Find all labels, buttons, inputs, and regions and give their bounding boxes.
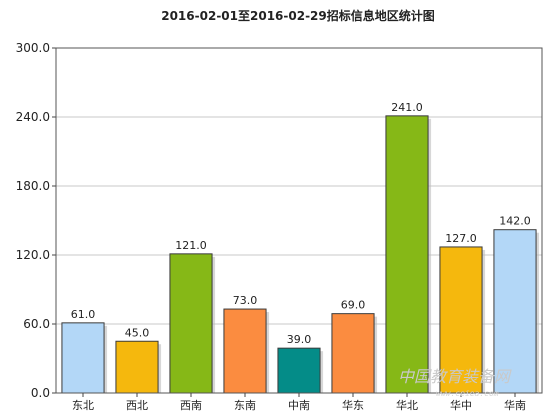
y-tick-label: 60.0	[23, 317, 50, 331]
data-labels: 61.0 45.0 121.0 73.0 39.0 69.0 241.0 127.0 142.0	[71, 101, 531, 346]
bar	[385, 115, 429, 394]
data-label: 241.0	[391, 101, 423, 114]
bar	[277, 347, 321, 394]
data-label: 127.0	[445, 232, 477, 245]
data-label: 45.0	[125, 326, 150, 339]
watermark-text: 中国教育装备网	[398, 367, 512, 386]
y-tick-label: 300.0	[16, 41, 50, 55]
bar	[115, 340, 159, 394]
chart-title: 2016-02-01至2016-02-29招标信息地区统计图	[161, 8, 435, 23]
watermark-subtext: www.ceiea.com	[436, 389, 499, 398]
data-label: 121.0	[175, 239, 207, 252]
data-label: 73.0	[233, 294, 258, 307]
x-tick-label: 西南	[180, 399, 202, 412]
bar	[169, 253, 213, 394]
data-label: 61.0	[71, 308, 96, 321]
y-tick-label: 120.0	[16, 248, 50, 262]
data-label: 142.0	[499, 215, 531, 228]
y-tick-label: 240.0	[16, 110, 50, 124]
bar	[61, 322, 105, 394]
x-tick-label: 西北	[126, 399, 148, 412]
bar	[439, 246, 483, 394]
x-tick-label: 华中	[450, 398, 472, 412]
x-tick-label: 华东	[342, 398, 364, 412]
x-tick-label: 华南	[504, 398, 526, 412]
x-tick-label: 中南	[288, 399, 310, 412]
x-tick-label: 东北	[72, 399, 94, 412]
data-label: 69.0	[341, 299, 366, 312]
x-tick-label: 华北	[396, 398, 418, 412]
data-label: 39.0	[287, 333, 312, 346]
x-tick-label: 东南	[234, 399, 256, 412]
bar	[493, 229, 537, 394]
bar	[331, 313, 375, 394]
bars	[61, 115, 540, 394]
watermark: 中国教育装备网 www.ceiea.com	[398, 367, 512, 398]
y-tick-label: 0.0	[31, 386, 50, 400]
x-axis: 东北 西北 西南 东南 中南 华东 华北 华中 华南	[72, 393, 526, 412]
y-tick-label: 180.0	[16, 179, 50, 193]
bar	[223, 308, 267, 394]
